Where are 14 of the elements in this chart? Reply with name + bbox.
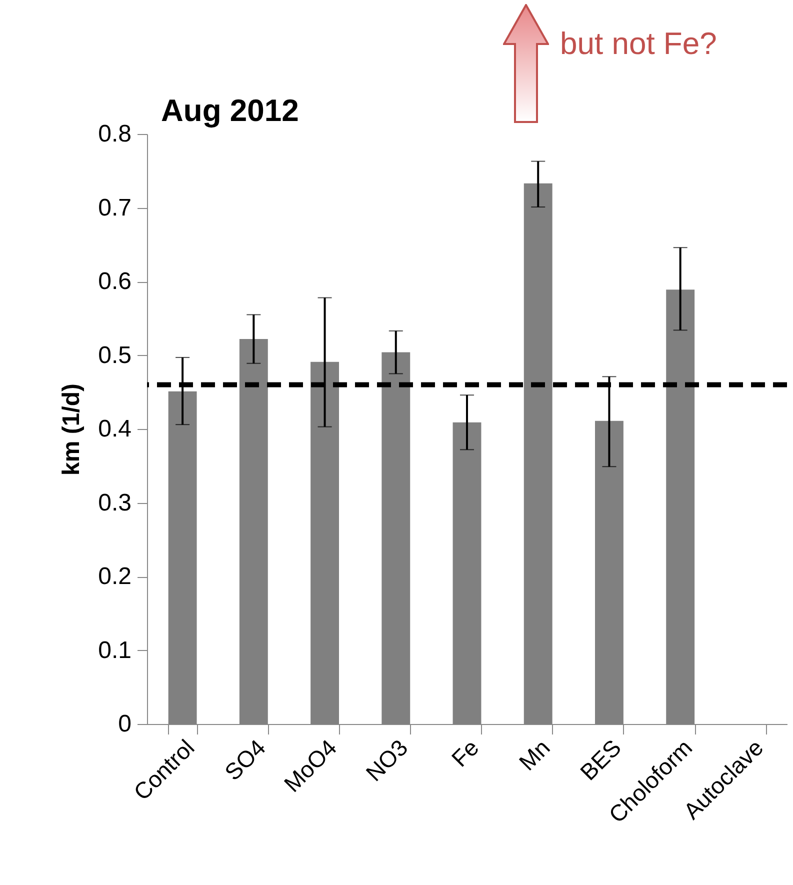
x-tick-label: Mn [514, 734, 555, 776]
y-tick-label: 0.8 [98, 120, 132, 148]
chart-title: Aug 2012 [161, 93, 299, 128]
y-tick-label: 0.4 [98, 416, 132, 442]
y-tick-label: 0.6 [98, 268, 132, 295]
x-tick-label: Fe [446, 734, 484, 772]
y-tick-label: 0.7 [98, 194, 132, 222]
y-tick-label: 0.2 [98, 563, 132, 590]
y-axis-title: km (1/d) [58, 383, 86, 476]
y-tick-label: 0 [118, 710, 132, 738]
text: but not Fe? [560, 26, 717, 61]
y-tick-label: 0.3 [98, 489, 132, 516]
y-tick-label: 0.5 [98, 342, 132, 369]
y-tick-label: 0.1 [98, 636, 132, 664]
